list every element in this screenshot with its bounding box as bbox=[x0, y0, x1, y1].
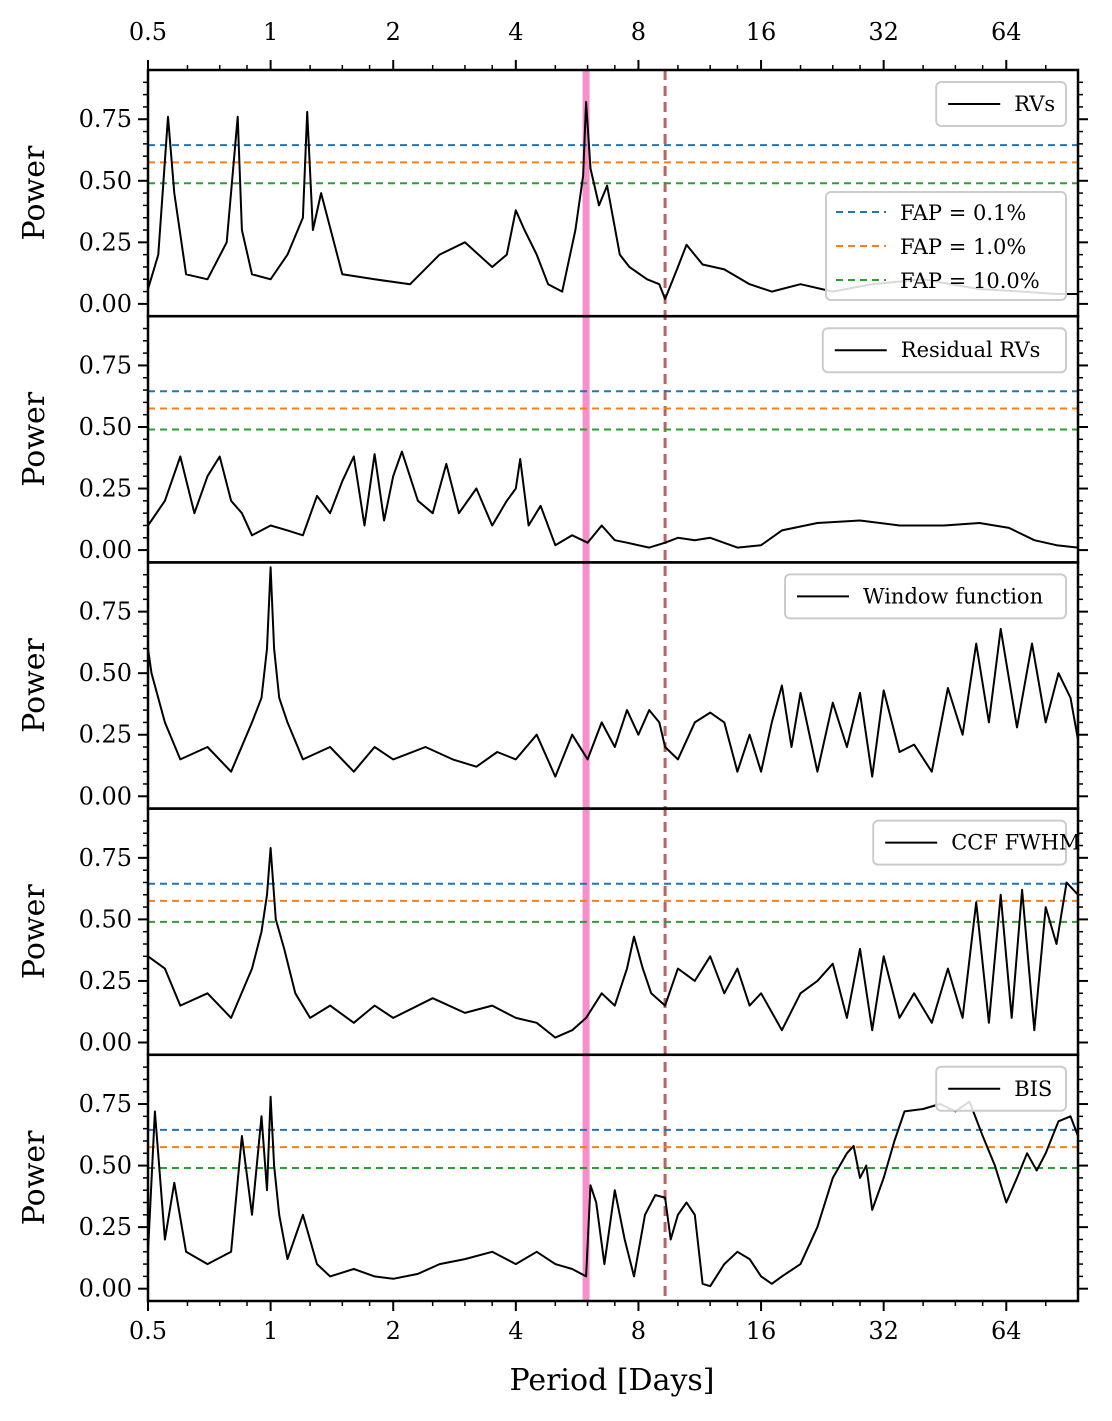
legend-label: BIS bbox=[1014, 1077, 1052, 1101]
panel-3: 0.00 0.25 0.50 0.75 Power Window function bbox=[17, 561, 1088, 810]
panel-1: 0.00 0.25 0.50 0.75 Power RVs FAP = 0.1% FAP = … bbox=[17, 68, 1088, 318]
x-tick-label-top: 32 bbox=[868, 18, 899, 46]
y-tick-label: 0.25 bbox=[79, 475, 132, 503]
series-line-2 bbox=[147, 450, 1079, 549]
legend-box bbox=[872, 819, 1068, 866]
legend-box bbox=[935, 1065, 1068, 1112]
x-tick-label-bottom: 64 bbox=[991, 1317, 1022, 1345]
x-tick-label-bottom: 2 bbox=[386, 1317, 401, 1345]
y-axis-label: Power bbox=[17, 391, 52, 486]
y-tick-label: 0.25 bbox=[79, 1213, 132, 1241]
x-tick-label-bottom: 8 bbox=[631, 1317, 646, 1345]
legend-label: Residual RVs bbox=[901, 338, 1041, 362]
y-tick-label: 0.75 bbox=[79, 105, 132, 133]
x-tick-label-bottom: 4 bbox=[508, 1317, 523, 1345]
y-tick-label: 0.00 bbox=[79, 536, 132, 564]
y-axis-label: Power bbox=[17, 145, 52, 240]
panel-5: 0.00 0.25 0.50 0.75 Power BIS bbox=[17, 1053, 1088, 1303]
fap-legend-label-2: FAP = 1.0% bbox=[900, 235, 1026, 259]
legend-box bbox=[821, 327, 1067, 374]
series-line-5 bbox=[147, 1095, 1079, 1288]
legend-label: RVs bbox=[1014, 92, 1055, 116]
y-tick-label: 0.00 bbox=[79, 1028, 132, 1056]
y-tick-label: 0.75 bbox=[79, 598, 132, 626]
y-tick-label: 0.00 bbox=[79, 782, 132, 810]
x-tick-label-top: 8 bbox=[631, 18, 646, 46]
y-tick-label: 0.75 bbox=[79, 844, 132, 872]
y-axis-label: Power bbox=[17, 884, 52, 979]
y-tick-label: 0.50 bbox=[79, 1152, 132, 1180]
x-tick-label-top: 64 bbox=[991, 18, 1022, 46]
fap-legend-box bbox=[825, 191, 1067, 301]
legend-label: CCF FWHM bbox=[951, 831, 1080, 855]
x-tick-label-top: 16 bbox=[746, 18, 777, 46]
y-tick-label: 0.00 bbox=[79, 290, 132, 318]
x-axis-label: Period [Days] bbox=[509, 1363, 714, 1398]
y-tick-label: 0.75 bbox=[79, 1090, 132, 1118]
fap-legend-label-3: FAP = 10.0% bbox=[900, 269, 1040, 293]
x-tick-label-top: 2 bbox=[386, 18, 401, 46]
y-axis-label: Power bbox=[17, 637, 52, 732]
y-tick-label: 0.25 bbox=[79, 967, 132, 995]
x-tick-label-bottom: 16 bbox=[746, 1317, 777, 1345]
series-line-3 bbox=[147, 566, 1079, 778]
y-tick-label: 0.50 bbox=[79, 167, 132, 195]
legend-box bbox=[935, 81, 1068, 127]
panel-2: 0.00 0.25 0.50 0.75 Power Residual RVs bbox=[17, 314, 1088, 564]
x-tick-label-bottom: 32 bbox=[868, 1317, 899, 1345]
x-tick-label-top: 0.5 bbox=[129, 18, 167, 46]
panel-4: 0.00 0.25 0.50 0.75 Power CCF FWHM bbox=[17, 807, 1088, 1056]
series-line-1 bbox=[147, 101, 1078, 300]
y-tick-label: 0.50 bbox=[79, 659, 132, 687]
legend-box bbox=[784, 573, 1067, 620]
y-tick-label: 0.25 bbox=[79, 721, 132, 749]
x-tick-label-bottom: 1 bbox=[263, 1317, 278, 1345]
fap-legend-label-1: FAP = 0.1% bbox=[900, 201, 1026, 225]
x-tick-label-bottom: 0.5 bbox=[129, 1317, 167, 1345]
y-axis-label: Power bbox=[17, 1130, 52, 1225]
x-tick-label-top: 4 bbox=[508, 18, 523, 46]
y-tick-label: 0.50 bbox=[79, 905, 132, 933]
y-tick-label: 0.25 bbox=[79, 228, 132, 256]
series-line-4 bbox=[147, 847, 1079, 1039]
highlight-period-band bbox=[582, 70, 590, 1301]
y-tick-label: 0.00 bbox=[79, 1275, 132, 1303]
x-tick-label-top: 1 bbox=[263, 18, 278, 46]
y-tick-label: 0.75 bbox=[79, 351, 132, 379]
y-tick-label: 0.50 bbox=[79, 413, 132, 441]
legend-label: Window function bbox=[863, 584, 1043, 608]
